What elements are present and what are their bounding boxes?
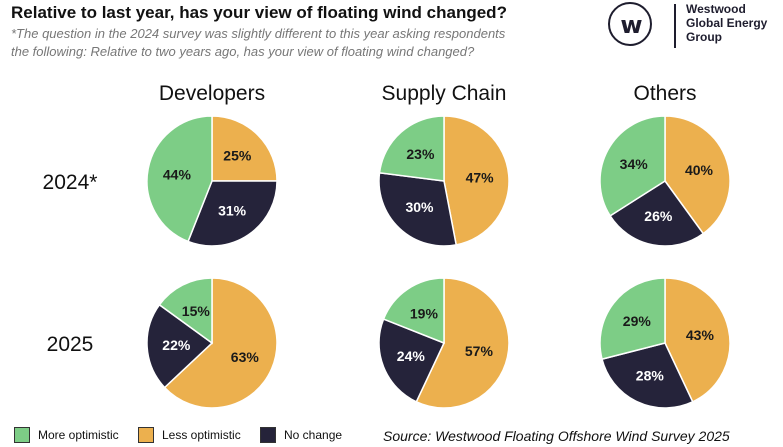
pie-2024-supply-chain-slice-no-change [378,172,458,247]
pie-2025-supply-chain-slice-more-optimistic [382,277,445,345]
pie-2025-supply-chain-slice-no-change [378,318,446,403]
legend-label-no-change: No change [284,428,343,442]
pie-2025-others-slice-less-optimistic [664,277,731,403]
logo-text-line-3: Group [686,30,722,44]
survey-note: *The question in the 2024 survey was sli… [11,25,601,61]
logo-text-line-1: Westwood [686,2,746,16]
pie-2024-others-label-more-optimistic: 34% [620,156,649,172]
pie-2024-supply-chain-label-no-change: 30% [405,199,434,215]
survey-note-line-1: *The question in the 2024 survey was sli… [11,26,506,41]
pie-2025-supply-chain-label-no-change: 24% [397,348,426,364]
pie-2025-developers-label-no-change: 22% [162,337,191,353]
legend-less-optimistic: Less optimistic [138,426,241,444]
pie-2025-others-label-more-optimistic: 29% [623,313,652,329]
chart-title: Relative to last year, has your view of … [11,3,507,22]
column-header-others: Others [633,82,696,105]
legend-label-more-optimistic: More optimistic [38,428,119,442]
column-header-developers: Developers [159,82,265,105]
pie-2025-others-slice-no-change [601,342,694,409]
pie-2024-developers-slice-no-change [187,180,278,247]
pie-2025-supply-chain-label-less-optimistic: 57% [465,343,494,359]
survey-note-line-2: the following: Relative to two years ago… [11,44,475,59]
pie-2024-supply-chain-label-less-optimistic: 47% [466,170,495,186]
logo-circle-icon: w [608,2,652,46]
pie-2024-developers-label-less-optimistic: 25% [223,148,252,164]
pie-2025-others-label-no-change: 28% [636,367,665,383]
pie-2024-others-label-less-optimistic: 40% [685,162,714,178]
pie-2025-supply-chain-label-more-optimistic: 19% [410,305,439,321]
pie-2025-others-label-less-optimistic: 43% [686,327,715,343]
legend-swatch-more-optimistic [14,427,30,443]
legend-no-change: No change [260,426,342,444]
legend-swatch-less-optimistic [138,427,154,443]
pie-2024-others-slice-less-optimistic [664,115,731,235]
logo-divider [674,4,676,48]
pie-2025-developers-label-more-optimistic: 15% [182,303,211,319]
westwood-logo: w Westwood Global Energy Group [608,2,778,52]
legend-swatch-no-change [260,427,276,443]
pie-2025-developers-slice-less-optimistic [163,277,278,409]
pie-chart-grid: Developers Supply Chain Others 2024* 2025 25%… [43,82,731,409]
pie-2025-developers-slice-no-change [146,303,214,389]
row-header-2024: 2024* [43,171,98,194]
pie-2025-developers-slice-more-optimistic [158,277,213,345]
column-header-supply-chain: Supply Chain [382,82,507,105]
logo-glyph: w [620,11,642,39]
pie-2024-supply-chain-slice-more-optimistic [378,115,445,182]
pie-2024-supply-chain-slice-less-optimistic [443,115,510,246]
pie-2024-developers-slice-less-optimistic [211,115,278,182]
logo-text: Westwood Global Energy Group [686,2,767,44]
pie-2024-developers-slice-more-optimistic [146,115,213,243]
logo-text-line-2: Global Energy [686,16,768,30]
pie-2025-others-slice-more-optimistic [599,277,666,361]
pie-2024-others-slice-more-optimistic [599,115,666,217]
legend-more-optimistic: More optimistic [14,426,119,444]
source-note: Source: Westwood Floating Offshore Wind … [383,428,730,444]
pie-2024-developers-label-no-change: 31% [218,203,247,219]
pie-2024-others-slice-no-change [609,179,705,247]
pie-2025-developers-label-less-optimistic: 63% [231,349,260,365]
pie-2024-supply-chain-label-more-optimistic: 23% [406,146,435,162]
pie-2025-supply-chain-slice-less-optimistic [415,277,510,409]
pie-2024-developers-label-more-optimistic: 44% [163,166,192,182]
legend-label-less-optimistic: Less optimistic [162,428,241,442]
pie-2024-others-label-no-change: 26% [644,208,673,224]
row-header-2025: 2025 [47,333,94,356]
